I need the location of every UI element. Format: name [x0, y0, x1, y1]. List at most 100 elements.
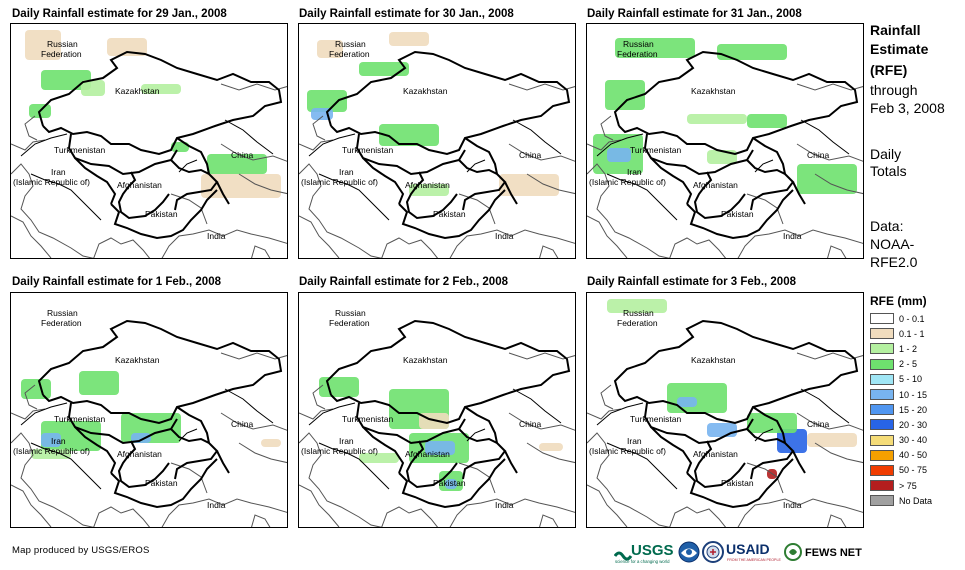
map-label-russia_1: Russian — [47, 308, 78, 318]
map-label-india: India — [495, 231, 514, 241]
legend-label: 5 - 10 — [899, 374, 923, 385]
map-label-afghanistan: Afghanistan — [693, 180, 738, 190]
legend-label: No Data — [899, 495, 933, 506]
usgs-wordmark: USGS — [631, 542, 674, 559]
map-label-iran_1: Iran — [627, 436, 642, 446]
legend-item: 20 - 30 — [870, 417, 932, 432]
legend-label: 50 - 75 — [899, 465, 928, 476]
legend-swatch — [870, 328, 894, 340]
fews-net-logo: FEWS NET — [784, 540, 864, 564]
side-data-source-1: NOAA- — [870, 236, 915, 252]
legend-label: 1 - 2 — [899, 343, 918, 354]
credit-text: Map produced by USGS/EROS — [12, 545, 150, 556]
legend-label: > 75 — [899, 480, 917, 491]
usaid-wordmark: USAID — [726, 541, 770, 557]
map-label-china: China — [807, 150, 830, 160]
noaa-logo — [678, 540, 700, 564]
legend-label: 15 - 20 — [899, 404, 928, 415]
map-label-russia_1: Russian — [47, 39, 78, 49]
usaid-logo: USAID FROM THE AMERICAN PEOPLE — [726, 540, 782, 564]
legend-swatch — [870, 419, 894, 431]
map-label-iran_2: (Islamic Republic of) — [13, 177, 90, 187]
map-label-russia_2: Federation — [41, 318, 82, 328]
panel-title: Daily Rainfall estimate for 31 Jan., 200… — [587, 8, 802, 20]
map-label-india: India — [495, 500, 514, 510]
legend-label: 0 - 0.1 — [899, 313, 925, 324]
legend-item: 15 - 20 — [870, 402, 932, 417]
fews-net-wordmark: FEWS NET — [805, 547, 862, 559]
map-label-china: China — [807, 419, 830, 429]
legend-label: 20 - 30 — [899, 419, 928, 430]
map-basemap — [11, 30, 287, 258]
side-daily: Daily — [870, 146, 902, 162]
map-label-iran_1: Iran — [339, 436, 354, 446]
map-label-afghanistan: Afghanistan — [405, 180, 450, 190]
side-title-line2: Estimate — [870, 41, 929, 57]
legend-swatch — [870, 480, 894, 492]
map-label-afghanistan: Afghanistan — [405, 449, 450, 459]
map-label-india: India — [207, 500, 226, 510]
legend-swatch — [870, 313, 894, 325]
legend-swatch — [870, 358, 894, 370]
dhs-logo — [702, 540, 724, 564]
map-label-kazakhstan: Kazakhstan — [403, 86, 448, 96]
map-label-afghanistan: Afghanistan — [117, 449, 162, 459]
map-label-turkmenistan: Turkmenistan — [342, 414, 394, 424]
legend-label: 30 - 40 — [899, 435, 928, 446]
side-totals: Totals — [870, 163, 907, 179]
map-label-kazakhstan: Kazakhstan — [115, 86, 160, 96]
map-basemap — [587, 38, 863, 258]
map-label-iran_2: (Islamic Republic of) — [301, 177, 378, 187]
legend-item: 2 - 5 — [870, 357, 932, 372]
legend-swatch — [870, 404, 894, 416]
legend-swatch — [870, 343, 894, 355]
legend-item: 1 - 2 — [870, 341, 932, 356]
map-label-russia_2: Federation — [329, 318, 370, 328]
map-label-india: India — [207, 231, 226, 241]
map-label-russia_2: Federation — [617, 49, 658, 59]
legend-item: 0.1 - 1 — [870, 326, 932, 341]
rainfall-map-2-feb: Russian Federation Kazakhstan Turkmenistan I… — [298, 292, 576, 528]
usgs-logo-mark: USGS science for a changing world — [614, 542, 674, 564]
usgs-logo: USGS science for a changing world — [614, 540, 676, 564]
map-label-russia_2: Federation — [41, 49, 82, 59]
map-label-turkmenistan: Turkmenistan — [630, 145, 682, 155]
usgs-tagline: science for a changing world — [615, 559, 670, 564]
side-data-source-2: RFE2.0 — [870, 254, 918, 270]
fews-net-logo-mark: FEWS NET — [784, 543, 862, 561]
legend-item: 0 - 0.1 — [870, 311, 932, 326]
map-label-india: India — [783, 231, 802, 241]
map-label-russia_1: Russian — [335, 308, 366, 318]
map-label-turkmenistan: Turkmenistan — [54, 145, 106, 155]
map-label-iran_1: Iran — [339, 167, 354, 177]
map-label-iran_2: (Islamic Republic of) — [301, 446, 378, 456]
legend-label: 0.1 - 1 — [899, 328, 925, 339]
map-label-iran_1: Iran — [51, 436, 66, 446]
rainfall-map-3-feb: Russian Federation Kazakhstan Turkmenistan I… — [586, 292, 864, 528]
map-basemap — [299, 32, 575, 258]
legend-title: RFE (mm) — [870, 294, 927, 308]
map-label-turkmenistan: Turkmenistan — [342, 145, 394, 155]
legend-item: > 75 — [870, 478, 932, 493]
rainfall-map-1-feb: Russian Federation Kazakhstan Turkmenistan I… — [10, 292, 288, 528]
side-title-line3: (RFE) — [870, 62, 908, 78]
legend-swatch — [870, 464, 894, 476]
map-label-india: India — [783, 500, 802, 510]
map-label-pakistan: Pakistan — [721, 209, 754, 219]
map-label-china: China — [519, 419, 542, 429]
legend-swatch — [870, 434, 894, 446]
map-label-iran_1: Iran — [627, 167, 642, 177]
map-label-afghanistan: Afghanistan — [117, 180, 162, 190]
legend-label: 10 - 15 — [899, 389, 928, 400]
rainfall-map-29-jan: Russian Federation Kazakhstan Turkmenistan I… — [10, 23, 288, 259]
map-label-russia_1: Russian — [623, 39, 654, 49]
legend-item: 50 - 75 — [870, 463, 932, 478]
map-label-afghanistan: Afghanistan — [693, 449, 738, 459]
dhs-seal-icon — [702, 541, 724, 563]
legend-label: 40 - 50 — [899, 450, 928, 461]
map-label-pakistan: Pakistan — [433, 209, 466, 219]
panel-title: Daily Rainfall estimate for 2 Feb., 2008 — [299, 276, 508, 288]
rainfall-map-30-jan: Russian Federation Kazakhstan Turkmenistan I… — [298, 23, 576, 259]
map-basemap — [299, 319, 575, 527]
panel-title: Daily Rainfall estimate for 3 Feb., 2008 — [587, 276, 796, 288]
